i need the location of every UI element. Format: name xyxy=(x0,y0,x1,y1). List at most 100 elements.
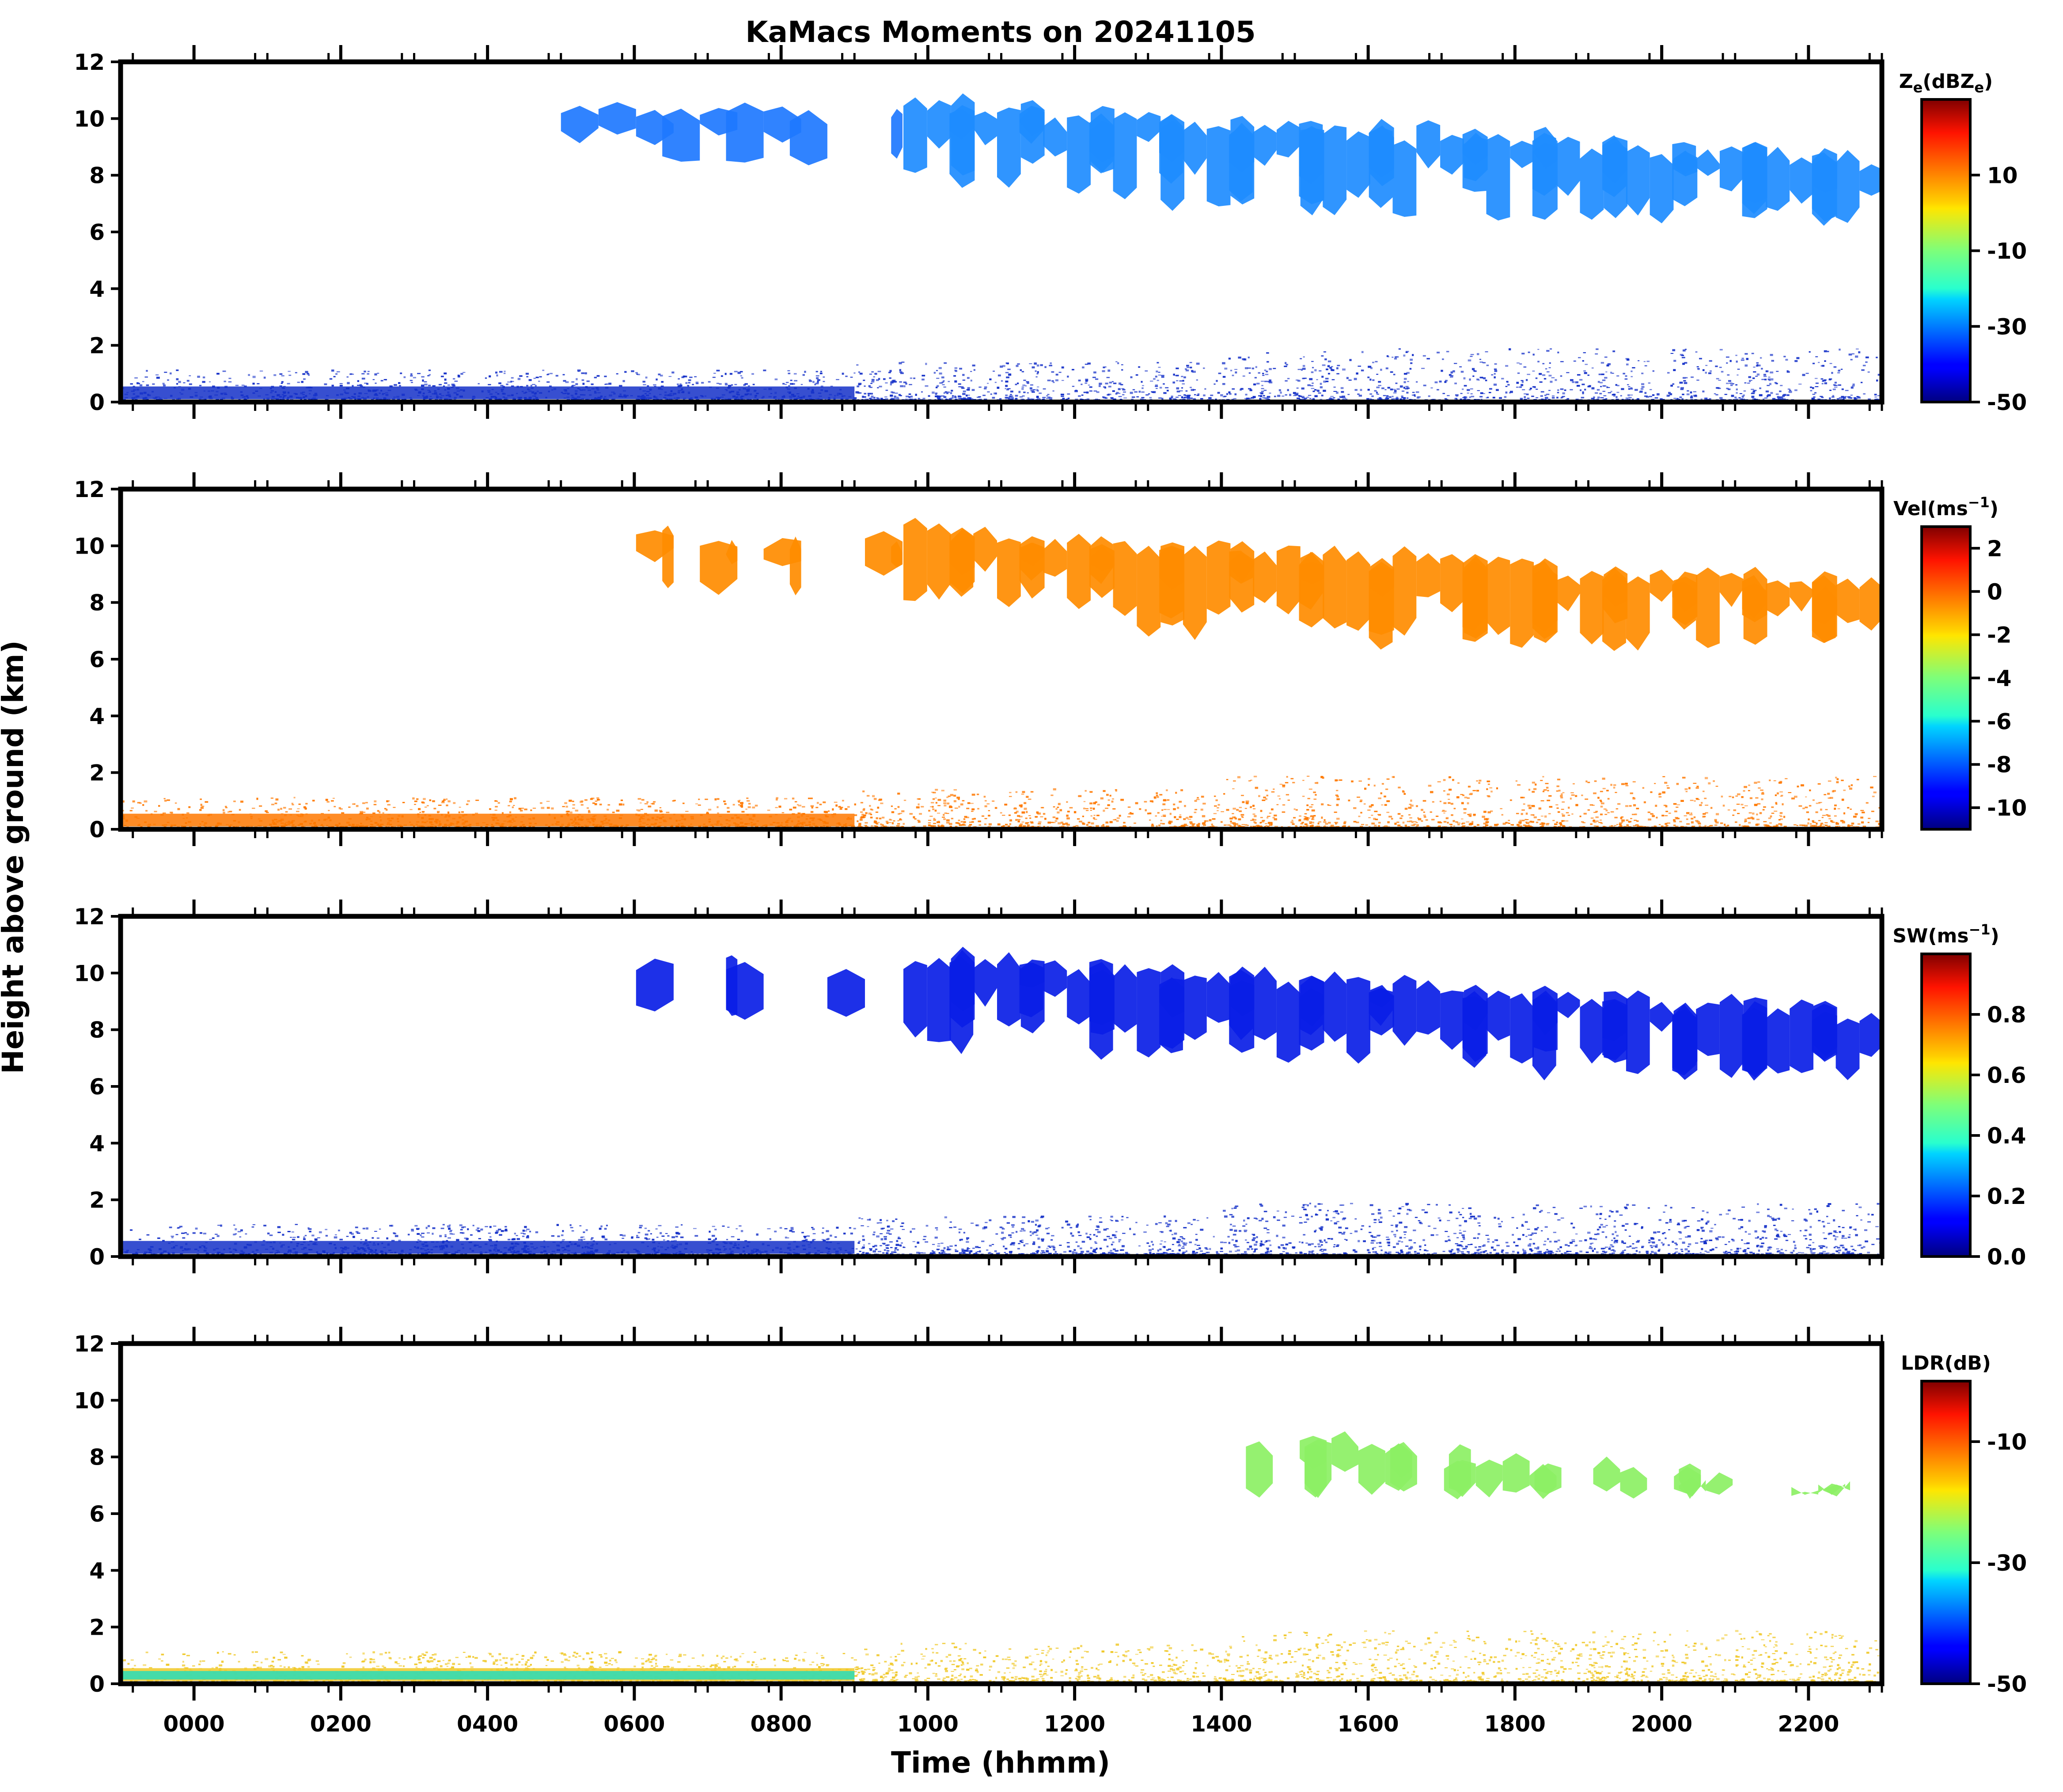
echo-speck xyxy=(994,807,997,809)
echo-speck xyxy=(429,396,432,397)
echo-speck xyxy=(1779,390,1782,392)
echo-speck xyxy=(494,397,497,400)
echo-speck xyxy=(410,809,413,810)
echo-speck xyxy=(1575,381,1579,383)
echo-speck xyxy=(380,380,383,382)
echo-speck xyxy=(199,396,203,398)
echo-speck xyxy=(1222,376,1226,378)
echo-speck xyxy=(690,397,693,399)
echo-speck xyxy=(1194,800,1197,802)
echo-speck xyxy=(1234,817,1237,820)
echo-speck xyxy=(1151,824,1154,827)
echo-speck xyxy=(929,816,933,817)
echo-speck xyxy=(847,806,850,808)
echo-speck xyxy=(283,395,287,396)
echo-speck xyxy=(1469,815,1471,817)
echo-speck xyxy=(618,817,622,819)
echo-speck xyxy=(644,398,647,401)
echo-speck xyxy=(256,797,258,800)
echo-speck xyxy=(1785,399,1789,400)
echo-speck xyxy=(1406,387,1409,389)
echo-speck xyxy=(880,802,884,805)
echo-speck xyxy=(216,391,219,393)
echo-speck xyxy=(1354,389,1358,391)
echo-speck xyxy=(1349,359,1352,361)
echo-speck xyxy=(353,396,356,399)
echo-speck xyxy=(800,383,803,385)
echo-speck xyxy=(1081,394,1084,396)
echo-speck xyxy=(1302,796,1305,797)
echo-speck xyxy=(1595,353,1598,355)
echo-speck xyxy=(401,815,404,818)
echo-speck xyxy=(1407,826,1410,827)
echo-speck xyxy=(1330,396,1334,397)
echo-speck xyxy=(1009,823,1012,825)
echo-speck xyxy=(1560,361,1564,362)
echo-speck xyxy=(577,822,580,824)
echo-speck xyxy=(560,815,563,817)
echo-speck xyxy=(1262,799,1266,801)
echo-speck xyxy=(551,807,554,810)
echo-speck xyxy=(511,394,514,396)
echo-speck xyxy=(837,392,841,395)
echo-speck xyxy=(1134,822,1136,824)
echo-speck xyxy=(574,818,576,821)
echo-speck xyxy=(1482,362,1486,364)
echo-speck xyxy=(1524,825,1527,827)
echo-speck xyxy=(797,816,800,818)
echo-speck xyxy=(623,394,626,397)
echo-speck xyxy=(279,385,282,387)
echo-speck xyxy=(1395,382,1398,384)
echo-speck xyxy=(1187,396,1190,399)
echo-speck xyxy=(304,820,307,823)
echo-speck xyxy=(1641,386,1645,388)
echo-speck xyxy=(1386,812,1390,813)
echo-speck xyxy=(240,801,243,803)
echo-speck xyxy=(1779,815,1782,816)
echo-speck xyxy=(1877,826,1880,828)
echo-speck xyxy=(1877,395,1881,396)
plot-area xyxy=(121,93,1882,402)
echo-speck xyxy=(1119,815,1121,817)
echo-speck xyxy=(1162,803,1166,805)
echo-speck xyxy=(622,803,625,806)
echo-speck xyxy=(1584,388,1586,391)
echo-speck xyxy=(152,383,155,385)
echo-speck xyxy=(1230,822,1234,824)
echo-speck xyxy=(495,391,497,393)
echo-speck xyxy=(546,381,550,383)
echo-speck xyxy=(1436,389,1439,391)
echo-speck xyxy=(1833,366,1837,368)
echo-speck xyxy=(307,398,311,400)
echo-speck xyxy=(1494,373,1496,375)
echo-speck xyxy=(1062,397,1065,400)
echo-speck xyxy=(331,384,334,387)
echo-speck xyxy=(1696,786,1699,787)
echo-speck xyxy=(1564,389,1566,391)
echo-speck xyxy=(547,373,550,375)
echo-speck xyxy=(499,371,503,373)
echo-speck xyxy=(374,394,376,396)
echo-speck xyxy=(1194,812,1197,813)
echo-speck xyxy=(1834,382,1837,384)
echo-speck xyxy=(1234,369,1238,370)
echo-speck xyxy=(710,824,713,827)
echo-speck xyxy=(1141,381,1143,383)
echo-speck xyxy=(526,385,528,387)
echo-speck xyxy=(683,398,686,399)
echo-patch xyxy=(1462,136,1487,192)
echo-speck xyxy=(1630,818,1632,819)
echo-speck xyxy=(1744,382,1747,383)
echo-speck xyxy=(1600,801,1602,802)
echo-speck xyxy=(1035,376,1038,378)
echo-speck xyxy=(1851,353,1854,355)
echo-speck xyxy=(1381,387,1384,389)
echo-speck xyxy=(1396,388,1400,390)
echo-speck xyxy=(1874,394,1877,396)
echo-speck xyxy=(842,372,844,375)
echo-speck xyxy=(1403,387,1405,389)
echo-speck xyxy=(1464,396,1466,398)
echo-speck xyxy=(796,393,800,395)
echo-speck xyxy=(928,820,931,821)
echo-speck xyxy=(364,825,367,828)
